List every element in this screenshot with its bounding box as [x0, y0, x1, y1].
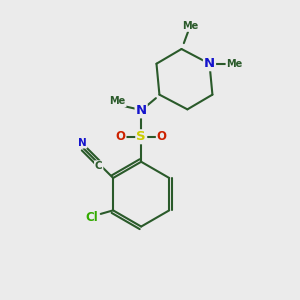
Text: Me: Me [182, 21, 198, 31]
Text: N: N [78, 138, 87, 148]
Text: N: N [136, 104, 147, 117]
Text: C: C [95, 161, 103, 171]
Text: N: N [204, 57, 215, 70]
Text: O: O [157, 130, 167, 143]
Text: O: O [116, 130, 126, 143]
Text: Cl: Cl [85, 211, 98, 224]
Text: S: S [136, 130, 146, 143]
Text: Me: Me [110, 96, 126, 106]
Text: Me: Me [226, 59, 243, 69]
